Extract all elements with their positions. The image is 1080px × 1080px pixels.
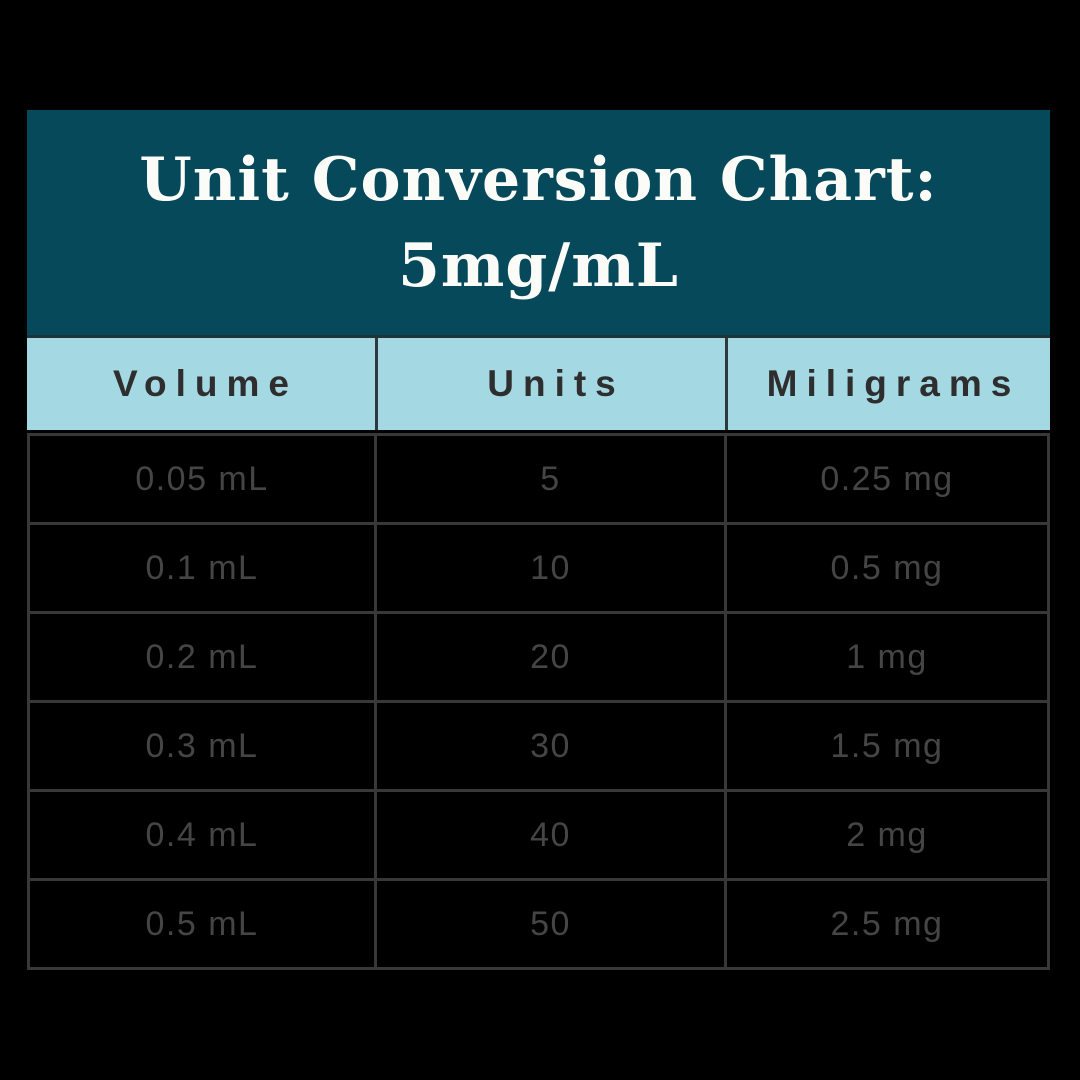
cell-miligrams: 2 mg (727, 792, 1047, 878)
chart-title-line2: 5mg/mL (398, 230, 679, 301)
cell-miligrams: 2.5 mg (727, 881, 1047, 967)
cell-volume: 0.1 mL (30, 525, 374, 611)
chart-title-line1: Unit Conversion Chart: (139, 144, 938, 215)
column-header-units: Units (375, 338, 725, 430)
cell-volume: 0.05 mL (30, 436, 374, 522)
cell-units: 20 (377, 614, 724, 700)
cell-units: 40 (377, 792, 724, 878)
cell-miligrams: 1 mg (727, 614, 1047, 700)
title-band: Unit Conversion Chart: 5mg/mL (27, 110, 1050, 338)
cell-units: 5 (377, 436, 724, 522)
conversion-chart-panel: Unit Conversion Chart: 5mg/mL Volume Uni… (27, 110, 1050, 970)
cell-miligrams: 0.5 mg (727, 525, 1047, 611)
cell-volume: 0.3 mL (30, 703, 374, 789)
cell-units: 50 (377, 881, 724, 967)
cell-miligrams: 1.5 mg (727, 703, 1047, 789)
cell-volume: 0.5 mL (30, 881, 374, 967)
cell-miligrams: 0.25 mg (727, 436, 1047, 522)
conversion-table: 0.05 mL 5 0.25 mg 0.1 mL 10 0.5 mg 0.2 m… (27, 433, 1050, 970)
cell-volume: 0.2 mL (30, 614, 374, 700)
table-header-row: Volume Units Miligrams (27, 338, 1050, 430)
column-header-volume: Volume (113, 363, 298, 404)
cell-units: 10 (377, 525, 724, 611)
column-header-miligrams: Miligrams (725, 338, 1050, 430)
cell-volume: 0.4 mL (30, 792, 374, 878)
cell-units: 30 (377, 703, 724, 789)
